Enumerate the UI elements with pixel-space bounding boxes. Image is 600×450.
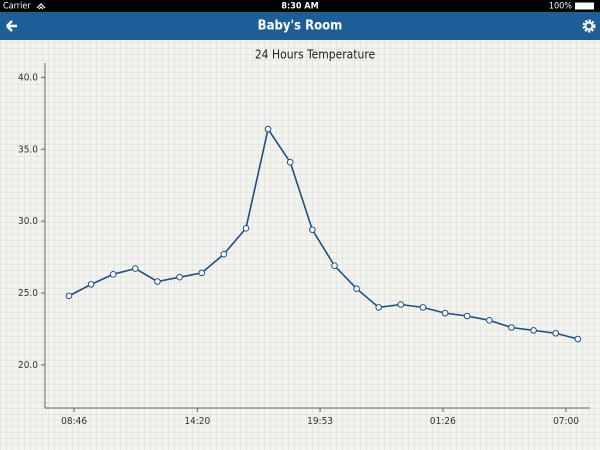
wifi-icon <box>36 3 46 10</box>
point <box>309 226 316 234</box>
point <box>441 309 449 317</box>
y-tick-label: 30.0 <box>18 216 38 227</box>
point <box>375 304 383 311</box>
point <box>530 327 537 334</box>
point <box>574 335 582 343</box>
nav-bar <box>0 12 600 40</box>
carrier: Carrier <box>3 2 31 12</box>
point <box>154 278 161 285</box>
battery-icon <box>575 2 594 10</box>
point <box>397 301 405 308</box>
x-tick-label: 08:46 <box>61 416 87 427</box>
point <box>220 250 228 258</box>
line <box>68 127 579 340</box>
point <box>87 281 95 288</box>
point <box>176 273 183 281</box>
point <box>264 125 272 133</box>
point <box>286 158 294 166</box>
settings-button[interactable] <box>582 19 596 33</box>
nav-title: Baby's Room <box>258 19 343 34</box>
point <box>508 324 515 331</box>
point <box>463 312 471 320</box>
point <box>242 225 250 232</box>
point <box>132 265 139 272</box>
point <box>65 292 73 300</box>
point <box>109 271 117 278</box>
x-tick-label: 07:00 <box>553 416 579 427</box>
point <box>198 269 206 277</box>
point <box>486 317 493 324</box>
y-tick-label: 40.0 <box>18 72 38 83</box>
back-button[interactable] <box>6 20 17 32</box>
y-tick-label: 35.0 <box>18 144 38 155</box>
y-tick-label: 20.0 <box>18 360 38 371</box>
chart-title: 24 Hours Temperature <box>255 48 376 62</box>
point <box>331 262 338 269</box>
x-tick-label: 14:20 <box>184 416 210 427</box>
y-tick-label: 25.0 <box>18 288 38 299</box>
battery-label: 100% <box>549 2 572 12</box>
x-tick-label: 01:26 <box>430 416 456 427</box>
point <box>419 304 427 311</box>
x-tick-label: 19:53 <box>307 416 333 427</box>
point <box>552 329 560 337</box>
status-bar <box>0 0 600 12</box>
point <box>353 285 360 292</box>
clock: 8:30 AM <box>281 2 318 12</box>
